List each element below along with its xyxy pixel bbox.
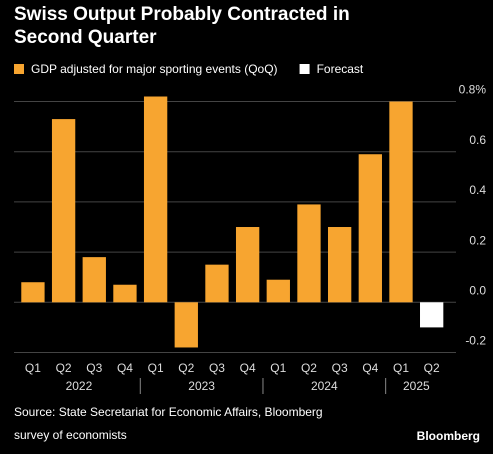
x-tick-label: Q3 — [209, 361, 225, 375]
y-tick-label: 0.2 — [469, 233, 486, 247]
x-tick-label: Q4 — [362, 361, 378, 375]
source: Source: State Secretariat for Economic A… — [14, 405, 323, 419]
x-tick-label: Q2 — [424, 361, 440, 375]
year-label: 2025 — [403, 379, 430, 393]
bar — [297, 204, 321, 303]
bar — [266, 279, 290, 303]
bar — [82, 257, 106, 303]
x-tick-label: Q1 — [148, 361, 164, 375]
x-tick-label: Q4 — [117, 361, 133, 375]
x-tick-label: Q2 — [56, 361, 72, 375]
legend-label: Forecast — [317, 62, 364, 76]
bar — [174, 302, 198, 348]
chart-title: Swiss Output Probably Contracted in — [14, 4, 350, 25]
bar — [389, 101, 413, 303]
bar — [143, 96, 168, 303]
bar — [235, 227, 260, 303]
y-tick-label: 0.0 — [469, 283, 486, 297]
bar — [21, 282, 45, 303]
y-tick-label: 0.8% — [459, 83, 487, 97]
x-tick-label: Q4 — [240, 361, 256, 375]
bar — [51, 119, 76, 303]
legend-swatch — [14, 64, 24, 74]
bar — [113, 284, 137, 303]
x-tick-label: Q1 — [270, 361, 286, 375]
bar — [420, 302, 444, 328]
y-tick-label: 0.6 — [469, 133, 486, 147]
year-label: 2024 — [311, 379, 338, 393]
x-tick-label: Q3 — [86, 361, 102, 375]
y-tick-label: -0.2 — [465, 334, 486, 348]
x-tick-label: Q2 — [178, 361, 194, 375]
x-tick-label: Q2 — [301, 361, 317, 375]
chart-title: Second Quarter — [14, 27, 157, 48]
source: survey of economists — [14, 428, 127, 442]
year-label: 2022 — [66, 379, 93, 393]
brand: Bloomberg — [417, 429, 480, 443]
x-tick-label: Q1 — [393, 361, 409, 375]
legend-label: GDP adjusted for major sporting events (… — [31, 62, 278, 76]
y-tick-label: 0.4 — [469, 183, 486, 197]
year-label: 2023 — [188, 379, 215, 393]
bar — [327, 227, 352, 303]
x-tick-label: Q3 — [332, 361, 348, 375]
bar — [205, 264, 229, 303]
legend-swatch — [299, 64, 310, 74]
x-tick-label: Q1 — [25, 361, 41, 375]
bar — [358, 154, 382, 303]
